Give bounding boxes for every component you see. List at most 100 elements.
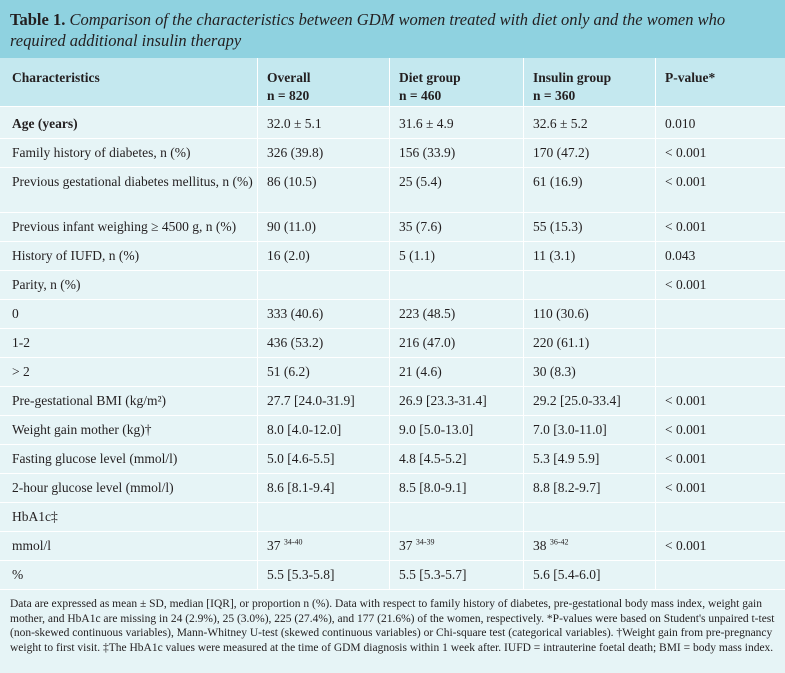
p-value: 0.010: [665, 116, 696, 131]
insulin-value: 110 (30.6): [533, 306, 589, 321]
row-label: mmol/l: [12, 538, 52, 553]
diet-value: 4.8 [4.5-5.2]: [399, 451, 467, 466]
diet-value: 9.0 [5.0-13.0]: [399, 422, 474, 437]
row-divider: [0, 531, 785, 532]
diet-value: 37 34-39: [399, 537, 435, 553]
insulin-value: 220 (61.1): [533, 335, 590, 350]
p-value: < 0.001: [665, 393, 707, 408]
overall-value: 333 (40.6): [267, 306, 324, 321]
p-value: < 0.001: [665, 277, 707, 292]
diet-value: 25 (5.4): [399, 174, 442, 189]
row-label: Parity, n (%): [12, 277, 81, 292]
column-divider: [389, 58, 390, 589]
header-diet-group: Diet group n = 460: [399, 70, 461, 103]
row-label: HbA1c‡: [12, 509, 58, 524]
overall-value: 326 (39.8): [267, 145, 324, 160]
header-characteristics: Characteristics: [12, 70, 100, 85]
diet-value: 156 (33.9): [399, 145, 456, 160]
insulin-value: 11 (3.1): [533, 248, 576, 263]
table-label: Table 1.: [10, 10, 66, 29]
p-value: 0.043: [665, 248, 696, 263]
diet-value: 216 (47.0): [399, 335, 456, 350]
row-divider: [0, 167, 785, 168]
row-label: Pre-gestational BMI (kg/m²): [12, 393, 167, 408]
row-divider: [0, 589, 785, 590]
p-value: < 0.001: [665, 422, 707, 437]
overall-value: 27.7 [24.0-31.9]: [267, 393, 355, 408]
diet-value: 26.9 [23.3-31.4]: [399, 393, 487, 408]
row-label: Weight gain mother (kg)†: [12, 422, 152, 437]
column-divider: [257, 58, 258, 589]
overall-value: 32.0 ± 5.1: [267, 116, 322, 131]
header-p-value: P-value*: [665, 70, 716, 85]
row-divider: [0, 560, 785, 561]
overall-value: 436 (53.2): [267, 335, 324, 350]
insulin-value: 29.2 [25.0-33.4]: [533, 393, 621, 408]
column-divider: [523, 58, 524, 589]
row-label: 0: [12, 306, 19, 321]
row-label: Previous gestational diabetes mellitus, …: [12, 174, 253, 189]
row-label: Age (years): [12, 116, 78, 131]
insulin-value: 38 36-42: [533, 537, 569, 553]
overall-value: 5.5 [5.3-5.8]: [267, 567, 335, 582]
diet-value: 21 (4.6): [399, 364, 442, 379]
insulin-value: 61 (16.9): [533, 174, 583, 189]
overall-value: 37 34-40: [267, 537, 303, 553]
insulin-value: 7.0 [3.0-11.0]: [533, 422, 607, 437]
row-divider: [0, 444, 785, 445]
overall-value: 5.0 [4.6-5.5]: [267, 451, 335, 466]
p-value: < 0.001: [665, 480, 707, 495]
overall-value: 90 (11.0): [267, 219, 316, 234]
row-label: 1-2: [12, 335, 30, 350]
row-divider: [0, 212, 785, 213]
row-label: 2-hour glucose level (mmol/l): [12, 480, 174, 495]
p-value: < 0.001: [665, 538, 707, 553]
p-value: < 0.001: [665, 219, 707, 234]
overall-value: 8.0 [4.0-12.0]: [267, 422, 342, 437]
overall-value: 16 (2.0): [267, 248, 310, 263]
insulin-value: 8.8 [8.2-9.7]: [533, 480, 601, 495]
diet-value: 8.5 [8.0-9.1]: [399, 480, 467, 495]
overall-value: 8.6 [8.1-9.4]: [267, 480, 335, 495]
overall-value: 51 (6.2): [267, 364, 310, 379]
diet-value: 5 (1.1): [399, 248, 435, 263]
insulin-value: 32.6 ± 5.2: [533, 116, 588, 131]
diet-value: 35 (7.6): [399, 219, 442, 234]
row-label: Fasting glucose level (mmol/l): [12, 451, 178, 466]
row-label: Family history of diabetes, n (%): [12, 145, 191, 160]
row-label: Previous infant weighing ≥ 4500 g, n (%): [12, 219, 237, 234]
row-divider: [0, 502, 785, 503]
row-divider: [0, 138, 785, 139]
table-caption: Comparison of the characteristics betwee…: [10, 10, 726, 50]
table-title: Table 1. Comparison of the characteristi…: [10, 9, 775, 51]
row-divider: [0, 357, 785, 358]
insulin-value: 5.3 [4.9 5.9]: [533, 451, 600, 466]
row-divider: [0, 270, 785, 271]
diet-value: 31.6 ± 4.9: [399, 116, 454, 131]
insulin-value: 55 (15.3): [533, 219, 583, 234]
p-value: < 0.001: [665, 145, 707, 160]
overall-range: 34-40: [283, 537, 303, 547]
row-divider: [0, 106, 785, 107]
overall-value: 86 (10.5): [267, 174, 317, 189]
column-divider: [655, 58, 656, 589]
row-divider: [0, 415, 785, 416]
insulin-value: 5.6 [5.4-6.0]: [533, 567, 601, 582]
row-label: > 2: [12, 364, 30, 379]
row-divider: [0, 241, 785, 242]
insulin-value: 30 (8.3): [533, 364, 576, 379]
row-divider: [0, 328, 785, 329]
p-value: < 0.001: [665, 174, 707, 189]
row-divider: [0, 386, 785, 387]
row-divider: [0, 473, 785, 474]
diet-range: 34-39: [415, 537, 435, 547]
table-header: Characteristics Overall n = 820 Diet grou…: [0, 58, 785, 106]
row-label: %: [12, 567, 24, 582]
header-overall: Overall n = 820: [267, 70, 311, 103]
header-insulin-group: Insulin group n = 360: [533, 70, 612, 103]
row-label: History of IUFD, n (%): [12, 248, 140, 263]
table-title-bar: Table 1. Comparison of the characteristi…: [0, 0, 785, 58]
diet-value: 223 (48.5): [399, 306, 456, 321]
